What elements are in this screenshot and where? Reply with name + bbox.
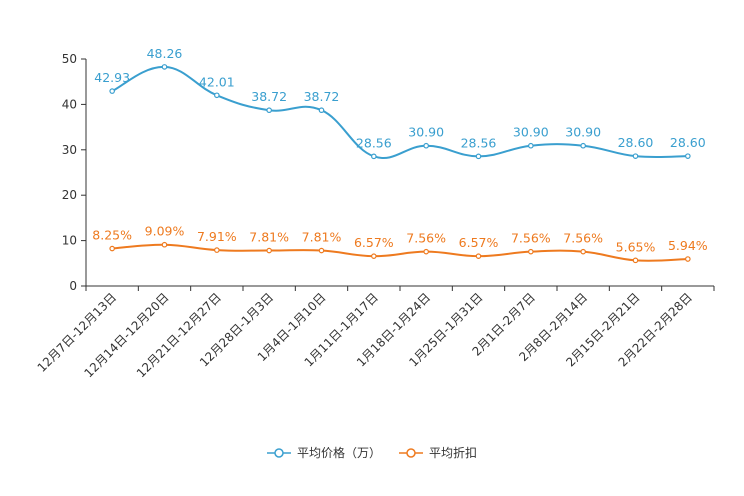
point-avg-price <box>266 107 272 114</box>
point-avg-discount <box>266 247 272 254</box>
point-avg-discount <box>109 245 115 252</box>
data-label-avg-price: 28.60 <box>670 135 706 150</box>
data-label-avg-discount: 7.56% <box>511 231 551 246</box>
point-avg-discount <box>685 256 691 262</box>
point-avg-discount <box>475 253 482 259</box>
data-label-avg-discount: 5.65% <box>616 239 656 254</box>
data-label-avg-discount: 6.57% <box>459 235 499 250</box>
data-label-avg-price: 28.56 <box>461 135 497 150</box>
data-label-avg-discount: 7.81% <box>302 230 342 245</box>
point-avg-discount <box>161 241 168 248</box>
data-label-avg-price: 38.72 <box>251 89 287 104</box>
point-avg-price <box>423 142 429 149</box>
point-avg-discount <box>423 248 429 255</box>
y-tick-label: 0 <box>69 279 77 293</box>
point-avg-discount <box>318 247 325 254</box>
point-avg-discount <box>214 247 220 253</box>
point-avg-price <box>685 153 691 159</box>
data-label-avg-price: 42.01 <box>199 74 235 89</box>
point-avg-price <box>632 153 639 159</box>
legend-item-avg-discount[interactable]: 平均折扣 <box>399 444 477 461</box>
data-label-avg-discount: 7.81% <box>249 230 289 245</box>
point-avg-price <box>214 92 220 99</box>
data-label-avg-discount: 8.25% <box>92 228 132 243</box>
legend: 平均价格（万） 平均折扣 <box>0 444 744 461</box>
point-avg-price <box>475 153 482 160</box>
point-avg-discount <box>632 257 639 264</box>
point-avg-price <box>318 107 325 114</box>
data-label-avg-price: 30.90 <box>513 125 549 140</box>
data-label-avg-price: 38.72 <box>304 89 340 104</box>
y-tick-label: 20 <box>62 188 77 202</box>
data-label-avg-discount: 7.91% <box>197 229 237 244</box>
data-label-avg-price: 48.26 <box>147 46 183 61</box>
data-label-avg-price: 42.93 <box>94 70 130 85</box>
data-label-avg-discount: 9.09% <box>145 224 185 239</box>
data-label-avg-discount: 6.57% <box>354 235 394 250</box>
y-tick-label: 10 <box>62 234 77 248</box>
legend-swatch-avg-price <box>266 447 291 458</box>
data-label-avg-price: 30.90 <box>408 125 444 140</box>
point-avg-price <box>161 64 168 70</box>
point-avg-discount <box>371 253 377 259</box>
series-line-avg-discount <box>112 243 688 262</box>
data-label-avg-price: 28.56 <box>356 135 392 150</box>
data-label-avg-discount: 7.56% <box>563 231 603 246</box>
point-avg-price <box>580 142 586 149</box>
point-avg-price <box>371 153 377 160</box>
legend-item-avg-price[interactable]: 平均价格（万） <box>266 444 381 461</box>
y-tick-label: 50 <box>62 52 77 66</box>
legend-marker-avg-price <box>274 447 284 458</box>
legend-label-avg-discount: 平均折扣 <box>429 446 478 460</box>
data-label-avg-discount: 5.94% <box>668 238 708 253</box>
point-avg-discount <box>528 248 534 255</box>
data-label-avg-discount: 7.56% <box>406 231 446 246</box>
legend-marker-avg-discount <box>406 447 416 458</box>
point-avg-discount <box>580 248 586 255</box>
legend-swatch-avg-discount <box>399 447 423 458</box>
data-label-avg-price: 30.90 <box>565 125 601 140</box>
point-avg-price <box>109 88 115 94</box>
y-tick-label: 40 <box>62 97 77 111</box>
y-tick-label: 30 <box>62 143 77 157</box>
legend-label-avg-price: 平均价格（万） <box>296 446 381 460</box>
point-avg-price <box>528 142 534 149</box>
data-label-avg-price: 28.60 <box>618 135 654 150</box>
